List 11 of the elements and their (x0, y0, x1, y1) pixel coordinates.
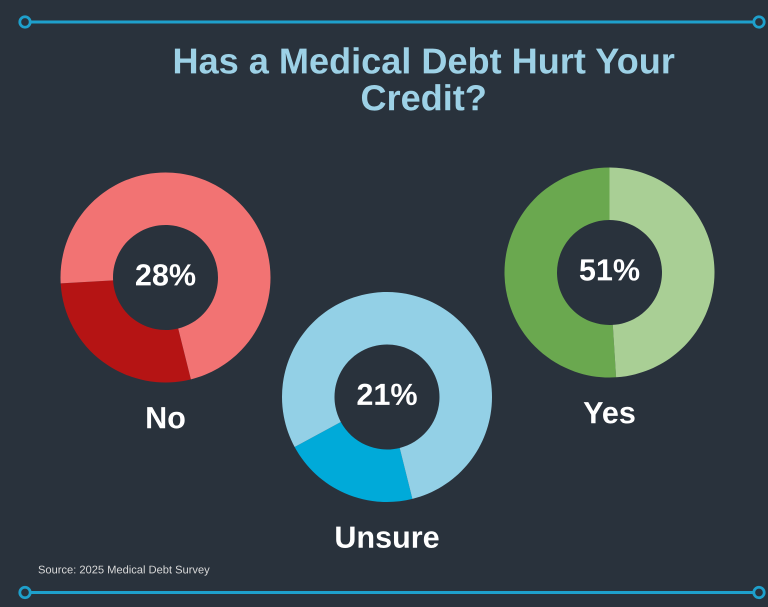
text: 51% (580, 259, 640, 281)
donut-slice (60, 172, 270, 380)
slice-label: Yes (584, 402, 635, 424)
slice-label: Unsure (336, 526, 439, 548)
donut-slice (294, 422, 412, 502)
donut-slice (282, 292, 492, 499)
text: 28% (136, 264, 196, 286)
source-note: Source: 2025 Medical Debt Survey (38, 565, 210, 576)
slice-label: No (147, 407, 185, 428)
text: Has a Medical Debt Hurt Your Credit? (174, 47, 674, 111)
text: 21% (357, 384, 417, 406)
